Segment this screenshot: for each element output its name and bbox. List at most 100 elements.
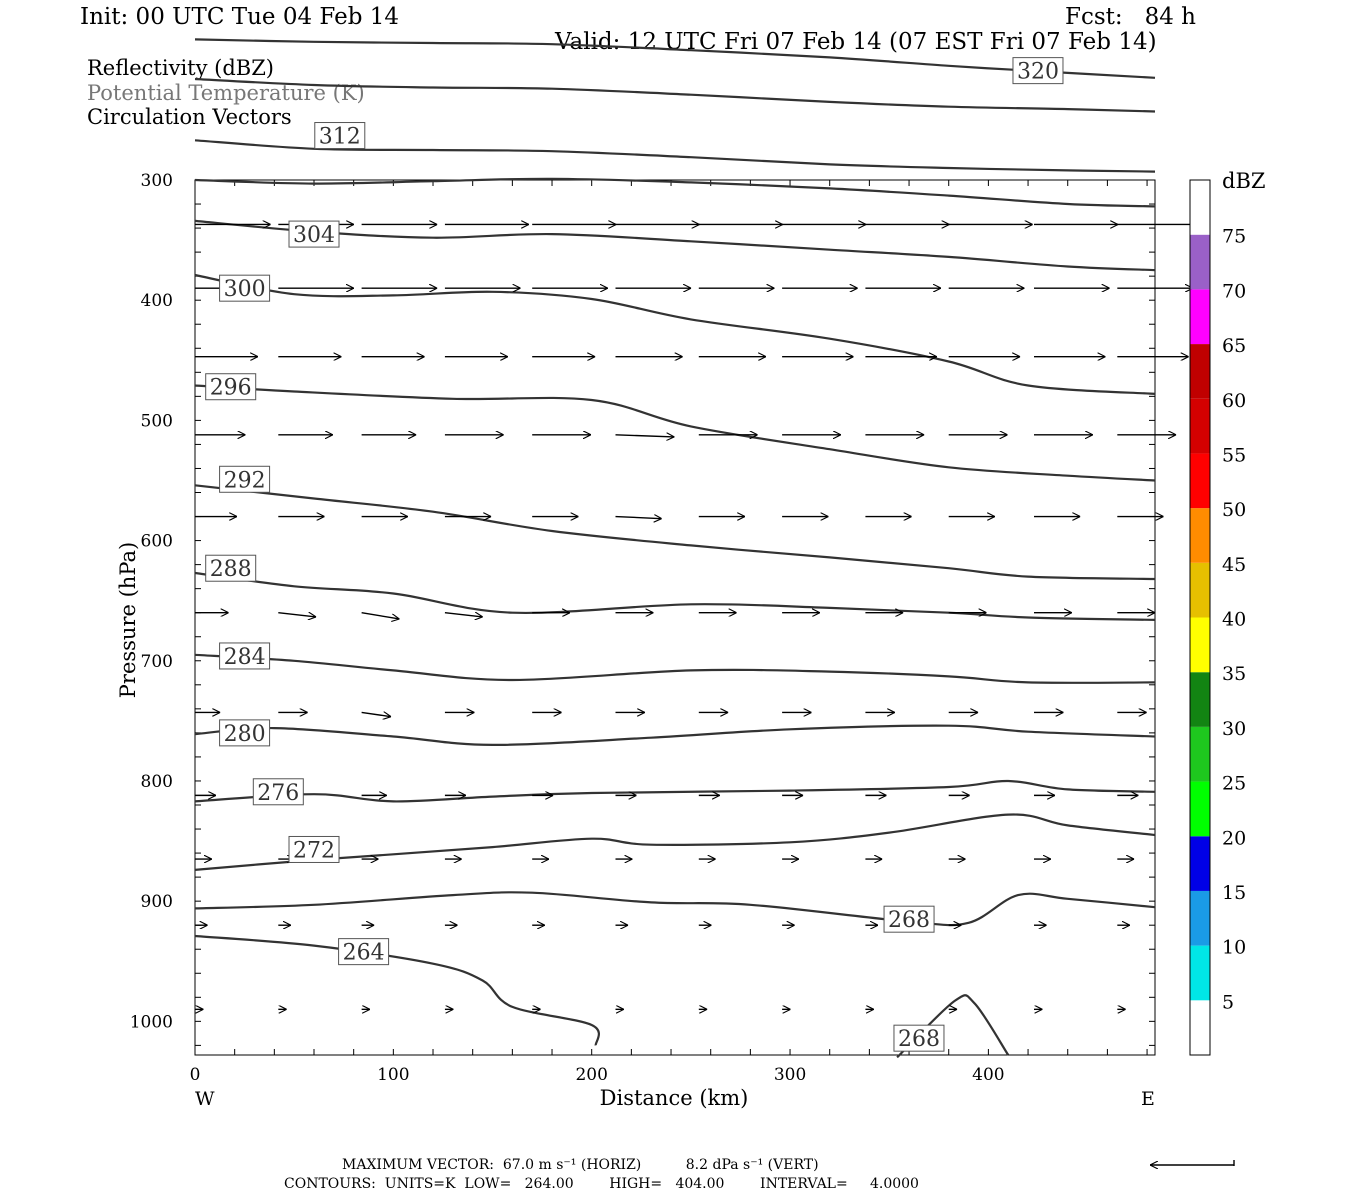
contour-label-284: 284: [224, 645, 266, 670]
contour-label-box: [883, 905, 935, 933]
plot-frame: [194, 179, 1156, 1056]
contour-label-box: [288, 220, 340, 248]
y-tick-label: 1000: [130, 1012, 173, 1032]
contour-label-268: 268: [888, 908, 930, 933]
colorbar-segment: [1190, 344, 1210, 399]
colorbar-segment: [1190, 726, 1210, 782]
maximum-vector-note: MAXIMUM VECTOR: 67.0 m s⁻¹ (HORIZ) 8.2 d…: [342, 1157, 819, 1173]
contour-label-264: 264: [343, 941, 385, 966]
contour-label-box: [1012, 57, 1064, 85]
contour-312: [194, 139, 1156, 173]
contour-label-300: 300: [224, 277, 266, 302]
contour-label-312: 312: [319, 125, 361, 150]
colorbar-segment: [1190, 398, 1210, 454]
x-tick-label: 300: [774, 1065, 806, 1085]
colorbar-segment: [1190, 180, 1210, 235]
colorbar-label: 25: [1222, 773, 1246, 795]
y-tick-label: 900: [141, 892, 173, 912]
colorbar-label: 5: [1222, 991, 1234, 1013]
colorbar-segment: [1190, 289, 1210, 345]
colorbar-segment: [1190, 234, 1210, 290]
contour-272: [194, 813, 1156, 871]
colorbar-label: 10: [1222, 937, 1246, 959]
circulation-vector: [361, 612, 400, 619]
contour-276: [194, 779, 1156, 803]
contour-label-box: [252, 778, 304, 806]
circulation-vector: [615, 517, 661, 519]
contour-292: [194, 484, 1156, 581]
x-tick-label: 400: [972, 1065, 1004, 1085]
colorbar-label: 65: [1222, 335, 1246, 357]
forecast-hour: Fcst: 84 h: [1065, 4, 1196, 30]
contour-264: [194, 934, 600, 1046]
contour-label-320: 320: [1017, 60, 1059, 85]
colorbar-label: 75: [1222, 226, 1246, 248]
contour-label-276: 276: [257, 781, 299, 806]
y-tick-label: 800: [141, 772, 173, 792]
contour-308: [194, 177, 1156, 208]
colorbar-segment: [1190, 1000, 1210, 1055]
legend-circulation-vectors: Circulation Vectors: [87, 105, 292, 129]
colorbar-segment: [1190, 890, 1210, 946]
x-axis-title: Distance (km): [600, 1086, 749, 1110]
contour-label-box: [288, 835, 340, 863]
colorbar-label: 30: [1222, 718, 1246, 740]
contour-label-292: 292: [224, 468, 266, 493]
colorbar-segment: [1190, 562, 1210, 618]
init-time: Init: 00 UTC Tue 04 Feb 14: [80, 4, 400, 30]
y-axis-title: Pressure (hPa): [116, 542, 140, 698]
circulation-vector: [278, 611, 316, 617]
contour-label-box: [338, 938, 390, 966]
colorbar-segment: [1190, 672, 1210, 727]
x-tick-label: 200: [575, 1065, 607, 1085]
x-end-label-west: W: [195, 1088, 215, 1110]
contour-label-box: [314, 122, 366, 150]
colorbar-segment: [1190, 617, 1210, 673]
circulation-vector: [444, 611, 483, 617]
contour-label-296: 296: [210, 376, 252, 401]
contour-label-box: [893, 1024, 945, 1052]
colorbar-label: 15: [1222, 882, 1246, 904]
contour-320: [194, 38, 1156, 79]
colorbar-label: 50: [1222, 499, 1246, 521]
contour-label-box: [219, 274, 271, 302]
contour-label-box: [205, 554, 257, 582]
contour-label-272: 272: [293, 838, 335, 863]
y-tick-label: 500: [141, 411, 173, 431]
y-tick-label: 700: [141, 652, 173, 672]
contour-label-box: [205, 373, 257, 401]
contour-label-304: 304: [293, 223, 335, 248]
colorbar-segment: [1190, 453, 1210, 509]
colorbar-label: 55: [1222, 444, 1246, 466]
contour-280: [194, 724, 1156, 747]
x-end-label-east: E: [1141, 1088, 1155, 1110]
colorbar-label: 70: [1222, 280, 1246, 302]
colorbar-frame: [1189, 179, 1211, 1056]
contours-note: CONTOURS: UNITS=K LOW= 264.00 HIGH= 404.…: [284, 1176, 919, 1192]
contour-284: [194, 653, 1156, 684]
contour-label-268: 268: [898, 1027, 940, 1052]
colorbar-label: 35: [1222, 663, 1246, 685]
y-tick-label: 600: [141, 532, 173, 552]
legend-potential-temperature: Potential Temperature (K): [87, 81, 365, 105]
colorbar-label: 20: [1222, 827, 1246, 849]
contour-296: [194, 384, 1156, 482]
colorbar-segment: [1190, 781, 1210, 837]
contour-label-box: [219, 719, 271, 747]
legend-reflectivity: Reflectivity (dBZ): [87, 56, 275, 80]
contour-label-280: 280: [224, 722, 266, 747]
x-tick-label: 0: [190, 1065, 201, 1085]
colorbar-segment: [1190, 945, 1210, 1001]
colorbar-segment: [1190, 836, 1210, 891]
colorbar-segment: [1190, 508, 1210, 563]
colorbar-label: 45: [1222, 554, 1246, 576]
contour-label-288: 288: [210, 557, 252, 582]
contour-label-box: [219, 642, 271, 670]
contour-label-box: [219, 465, 271, 493]
contour-304: [194, 219, 1156, 272]
colorbar-label: 60: [1222, 390, 1246, 412]
contour-316: [194, 77, 1156, 113]
contour-300: [194, 273, 1156, 395]
contour-268: [194, 891, 1156, 927]
